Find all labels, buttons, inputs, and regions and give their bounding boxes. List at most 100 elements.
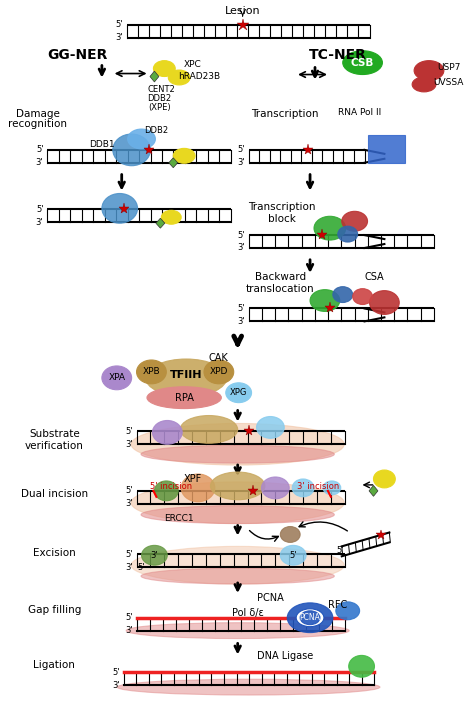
Text: Substrate: Substrate xyxy=(29,430,80,440)
Ellipse shape xyxy=(414,61,444,80)
Text: Gap filling: Gap filling xyxy=(27,605,81,615)
Ellipse shape xyxy=(280,545,306,565)
Ellipse shape xyxy=(128,129,155,149)
Ellipse shape xyxy=(161,210,181,225)
Text: Transcription: Transcription xyxy=(252,109,319,119)
Text: 5': 5' xyxy=(36,145,44,155)
Ellipse shape xyxy=(102,193,137,223)
Ellipse shape xyxy=(204,360,234,384)
Text: 5': 5' xyxy=(112,668,120,677)
Ellipse shape xyxy=(131,423,344,465)
Ellipse shape xyxy=(141,445,334,463)
Text: (XPE): (XPE) xyxy=(148,103,171,112)
Ellipse shape xyxy=(342,212,367,231)
Ellipse shape xyxy=(147,387,221,409)
Text: USP7: USP7 xyxy=(437,63,461,72)
Text: DDB2: DDB2 xyxy=(145,126,168,134)
Ellipse shape xyxy=(292,479,314,497)
Ellipse shape xyxy=(137,360,166,384)
Text: Pol δ/ε: Pol δ/ε xyxy=(232,608,264,618)
Ellipse shape xyxy=(146,359,227,396)
Text: DDB2: DDB2 xyxy=(147,94,172,103)
Ellipse shape xyxy=(210,472,265,500)
Ellipse shape xyxy=(155,481,178,501)
Text: 3': 3' xyxy=(36,158,44,168)
Text: DNA Ligase: DNA Ligase xyxy=(257,651,313,661)
Ellipse shape xyxy=(153,420,182,444)
Ellipse shape xyxy=(131,482,344,523)
Ellipse shape xyxy=(349,656,374,677)
Text: 5': 5' xyxy=(125,613,133,622)
Polygon shape xyxy=(369,485,378,496)
Text: 5': 5' xyxy=(36,205,44,214)
Text: 3': 3' xyxy=(36,218,44,227)
Text: block: block xyxy=(268,214,296,225)
Ellipse shape xyxy=(181,474,215,502)
Text: DDB1: DDB1 xyxy=(89,140,115,149)
Text: ERCC1: ERCC1 xyxy=(164,514,194,523)
Ellipse shape xyxy=(226,383,252,403)
Text: 3' incision: 3' incision xyxy=(297,482,339,492)
Text: 3': 3' xyxy=(125,499,133,508)
Ellipse shape xyxy=(310,290,340,311)
Text: 3': 3' xyxy=(237,317,245,326)
Text: 5': 5' xyxy=(125,549,133,559)
Text: XPG: XPG xyxy=(230,388,247,397)
Text: 5': 5' xyxy=(237,145,245,155)
Ellipse shape xyxy=(113,134,150,166)
Ellipse shape xyxy=(287,603,333,632)
Text: verification: verification xyxy=(25,441,84,451)
Ellipse shape xyxy=(370,291,399,314)
Text: CSB: CSB xyxy=(351,58,374,68)
Text: 5': 5' xyxy=(115,20,123,30)
Text: 5': 5' xyxy=(237,230,245,240)
Text: 3': 3' xyxy=(115,33,123,43)
Text: RPA: RPA xyxy=(175,393,193,403)
Text: GG-NER: GG-NER xyxy=(47,48,107,61)
Text: RNA Pol II: RNA Pol II xyxy=(338,108,381,117)
Ellipse shape xyxy=(102,366,132,390)
Ellipse shape xyxy=(173,149,195,163)
Text: 5': 5' xyxy=(125,427,133,436)
Text: Damage: Damage xyxy=(16,109,59,119)
Text: Backward: Backward xyxy=(255,271,306,282)
Polygon shape xyxy=(150,71,159,82)
Bar xyxy=(367,135,405,162)
Ellipse shape xyxy=(262,477,289,499)
Ellipse shape xyxy=(314,217,346,240)
Text: Dual incision: Dual incision xyxy=(21,489,88,499)
Text: Lesion: Lesion xyxy=(225,6,260,16)
Ellipse shape xyxy=(343,51,383,74)
Ellipse shape xyxy=(300,611,320,625)
Text: CAK: CAK xyxy=(209,353,229,363)
Text: 3': 3' xyxy=(125,626,133,635)
Ellipse shape xyxy=(141,568,334,584)
Text: recognition: recognition xyxy=(8,119,67,129)
Text: RFC: RFC xyxy=(328,600,347,610)
Ellipse shape xyxy=(374,470,395,488)
Ellipse shape xyxy=(131,547,344,584)
Ellipse shape xyxy=(126,622,349,638)
Polygon shape xyxy=(156,218,165,228)
Text: 3': 3' xyxy=(237,158,245,168)
Text: 5' incision: 5' incision xyxy=(150,482,192,492)
Text: XPD: XPD xyxy=(210,367,228,376)
Text: 5': 5' xyxy=(290,551,297,560)
Ellipse shape xyxy=(180,416,237,443)
Text: 3': 3' xyxy=(151,551,158,560)
Text: hRAD23B: hRAD23B xyxy=(178,72,220,81)
Text: 3': 3' xyxy=(125,562,133,572)
Ellipse shape xyxy=(168,70,190,85)
Text: 3': 3' xyxy=(125,440,133,449)
Ellipse shape xyxy=(323,481,341,495)
Text: Ligation: Ligation xyxy=(33,661,75,670)
Text: translocation: translocation xyxy=(246,284,315,294)
Polygon shape xyxy=(169,158,178,168)
Ellipse shape xyxy=(353,289,373,305)
Ellipse shape xyxy=(280,526,300,542)
Text: PCNA: PCNA xyxy=(257,593,284,603)
Text: XPB: XPB xyxy=(143,367,160,376)
Text: 3': 3' xyxy=(112,681,120,690)
Ellipse shape xyxy=(338,226,357,242)
Text: TC-NER: TC-NER xyxy=(309,48,367,61)
